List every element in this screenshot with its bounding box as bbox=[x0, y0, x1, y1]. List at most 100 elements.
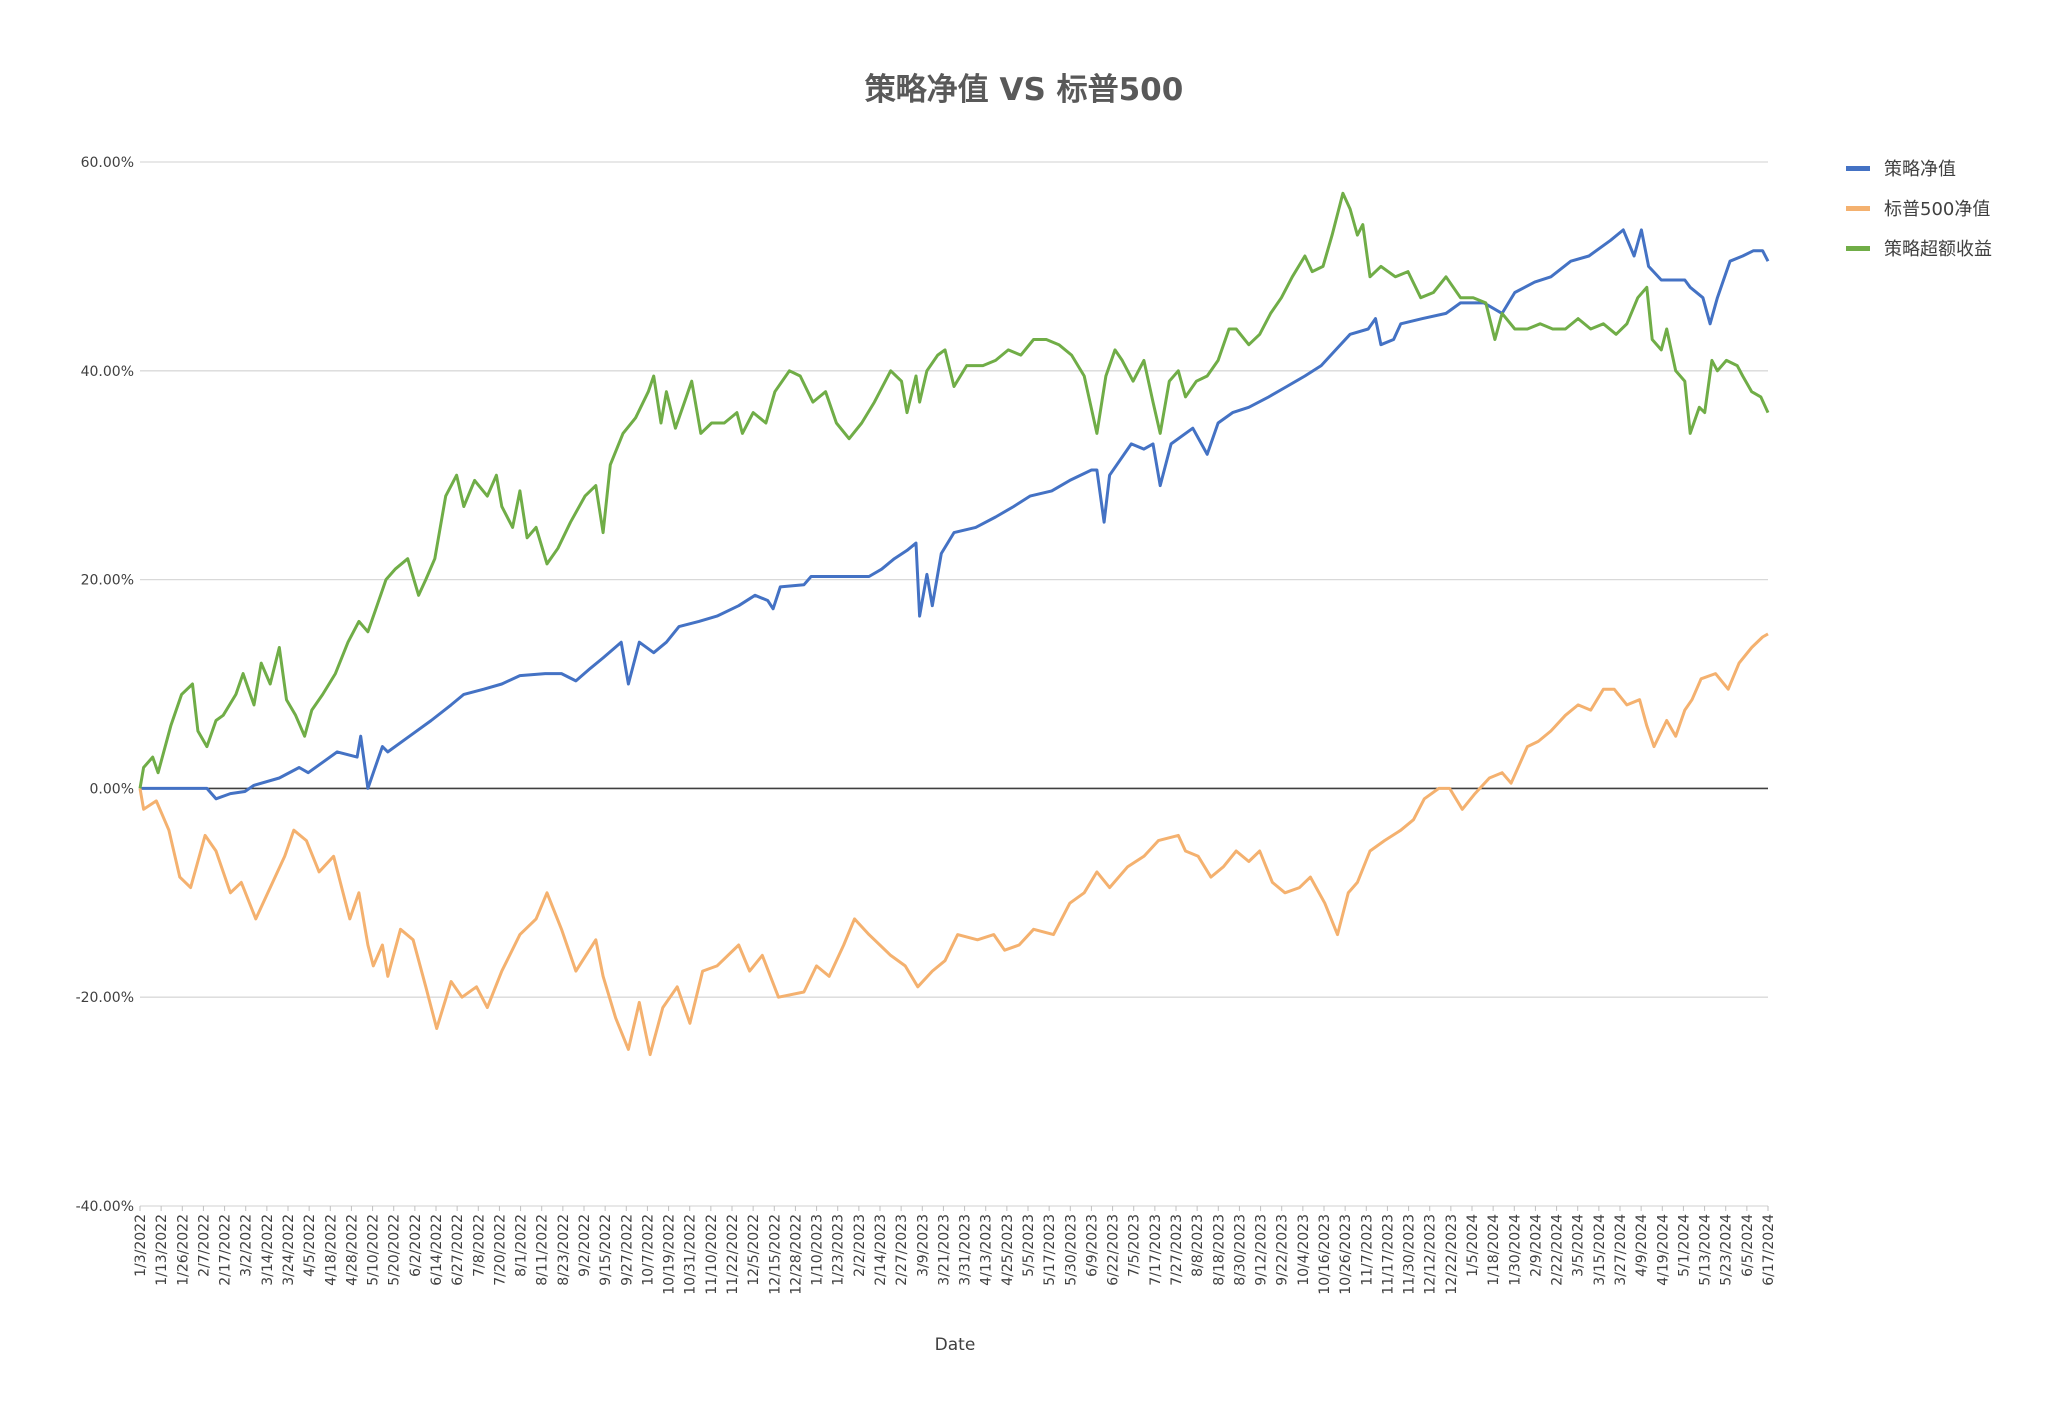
x-tick-label: 4/13/2023 bbox=[979, 1214, 995, 1286]
legend-item-excess: 策略超额收益 bbox=[1846, 228, 1992, 268]
x-tick-label: 3/14/2022 bbox=[260, 1214, 276, 1286]
y-tick-label: 0.00% bbox=[90, 781, 134, 797]
x-tick-label: 1/5/2024 bbox=[1465, 1214, 1481, 1277]
x-tick-label: 8/8/2023 bbox=[1190, 1214, 1206, 1277]
chart-title: 策略净值 VS 标普500 bbox=[864, 72, 1184, 108]
x-tick-label: 11/17/2023 bbox=[1380, 1214, 1396, 1295]
x-tick-label: 4/5/2022 bbox=[302, 1214, 318, 1277]
legend-item-sp500: 标普500净值 bbox=[1846, 188, 1992, 228]
x-tick-label: 5/5/2023 bbox=[1021, 1214, 1037, 1277]
x-tick-label: 10/19/2022 bbox=[662, 1214, 678, 1295]
x-tick-label: 8/30/2023 bbox=[1232, 1214, 1248, 1286]
x-tick-label: 2/9/2024 bbox=[1528, 1214, 1544, 1277]
x-tick-label: 9/12/2023 bbox=[1254, 1214, 1270, 1286]
x-tick-label: 5/10/2022 bbox=[366, 1214, 382, 1286]
x-tick-label: 11/10/2022 bbox=[704, 1214, 720, 1295]
x-tick-label: 5/30/2023 bbox=[1063, 1214, 1079, 1286]
x-tick-label: 6/5/2024 bbox=[1740, 1214, 1756, 1277]
x-tick-label: 5/13/2024 bbox=[1698, 1214, 1714, 1286]
legend: 策略净值 标普500净值 策略超额收益 bbox=[1846, 148, 1992, 268]
x-tick-label: 5/20/2022 bbox=[387, 1214, 403, 1286]
x-axis-title: Date bbox=[935, 1335, 976, 1355]
series-line-excess-return bbox=[138, 191, 1770, 789]
x-tick-label: 8/23/2022 bbox=[556, 1214, 572, 1286]
x-tick-label: 10/4/2023 bbox=[1296, 1214, 1312, 1286]
x-tick-label: 1/26/2022 bbox=[175, 1214, 191, 1286]
x-tick-label: 4/25/2023 bbox=[1000, 1214, 1016, 1286]
x-tick-label: 8/1/2022 bbox=[514, 1214, 530, 1277]
x-tick-label: 10/7/2022 bbox=[640, 1214, 656, 1286]
x-tick-label: 12/15/2022 bbox=[767, 1214, 783, 1295]
x-tick-label: 11/30/2023 bbox=[1402, 1214, 1418, 1295]
x-tick-label: 1/13/2022 bbox=[154, 1214, 170, 1286]
x-tick-label: 3/5/2024 bbox=[1571, 1214, 1587, 1277]
x-tick-label: 6/17/2024 bbox=[1761, 1214, 1777, 1286]
x-tick-label: 1/10/2023 bbox=[810, 1214, 826, 1286]
x-tick-label: 8/11/2022 bbox=[535, 1214, 551, 1286]
legend-swatch-strategy bbox=[1846, 165, 1870, 171]
x-tick-label: 3/31/2023 bbox=[958, 1214, 974, 1286]
x-tick-label: 9/27/2022 bbox=[619, 1214, 635, 1286]
x-tick-label: 1/3/2022 bbox=[133, 1214, 149, 1277]
x-tick-label: 5/1/2024 bbox=[1676, 1214, 1692, 1277]
x-tick-label: 11/7/2023 bbox=[1359, 1214, 1375, 1286]
x-tick-label: 6/9/2023 bbox=[1084, 1214, 1100, 1277]
x-tick-label: 8/18/2023 bbox=[1211, 1214, 1227, 1286]
x-tick-label: 7/27/2023 bbox=[1169, 1214, 1185, 1286]
x-tick-label: 3/15/2024 bbox=[1592, 1214, 1608, 1286]
x-tick-label: 6/22/2023 bbox=[1106, 1214, 1122, 1286]
x-tick-label: 1/30/2024 bbox=[1507, 1214, 1523, 1286]
x-tick-label: 4/9/2024 bbox=[1634, 1214, 1650, 1277]
y-tick-label: -40.00% bbox=[76, 1199, 134, 1215]
x-tick-label: 2/2/2023 bbox=[852, 1214, 868, 1277]
x-tick-label: 1/23/2023 bbox=[831, 1214, 847, 1286]
legend-swatch-excess bbox=[1846, 245, 1870, 251]
x-tick-label: 9/2/2022 bbox=[577, 1214, 593, 1277]
x-tick-label: 11/22/2022 bbox=[725, 1214, 741, 1295]
y-tick-label: 60.00% bbox=[81, 155, 134, 171]
x-tick-label: 9/22/2023 bbox=[1275, 1214, 1291, 1286]
legend-item-strategy: 策略净值 bbox=[1846, 148, 1992, 188]
y-tick-label: 40.00% bbox=[81, 364, 134, 380]
x-tick-label: 10/26/2023 bbox=[1338, 1214, 1354, 1295]
x-tick-label: 10/16/2023 bbox=[1317, 1214, 1333, 1295]
x-tick-label: 2/17/2022 bbox=[218, 1214, 234, 1286]
x-tick-label: 4/18/2022 bbox=[323, 1214, 339, 1286]
x-tick-label: 3/9/2023 bbox=[915, 1214, 931, 1277]
x-axis-tick-labels: 1/3/2022 1/13/2022 1/26/2022 2/7/2022 2/17/2… bbox=[133, 1206, 1777, 1295]
x-tick-label: 4/28/2022 bbox=[344, 1214, 360, 1286]
y-tick-label: 20.00% bbox=[81, 573, 134, 589]
gridlines bbox=[140, 161, 1768, 1207]
x-tick-label: 6/2/2022 bbox=[408, 1214, 424, 1277]
x-tick-label: 12/28/2022 bbox=[788, 1214, 804, 1295]
y-tick-label: -20.00% bbox=[76, 990, 134, 1006]
x-tick-label: 3/2/2022 bbox=[239, 1214, 255, 1277]
x-tick-label: 7/20/2022 bbox=[492, 1214, 508, 1286]
series-lines bbox=[138, 191, 1770, 1057]
series-line-strategy-nav bbox=[140, 228, 1770, 801]
x-tick-label: 2/14/2023 bbox=[873, 1214, 889, 1286]
x-tick-label: 3/27/2024 bbox=[1613, 1214, 1629, 1286]
series-line-sp500-nav bbox=[138, 632, 1769, 1057]
x-tick-label: 7/17/2023 bbox=[1148, 1214, 1164, 1286]
x-tick-label: 3/24/2022 bbox=[281, 1214, 297, 1286]
x-tick-label: 12/22/2023 bbox=[1444, 1214, 1460, 1295]
x-tick-label: 7/8/2022 bbox=[471, 1214, 487, 1277]
x-tick-label: 3/21/2023 bbox=[936, 1214, 952, 1286]
x-tick-label: 5/23/2024 bbox=[1719, 1214, 1735, 1286]
x-tick-label: 2/27/2023 bbox=[894, 1214, 910, 1286]
x-tick-label: 2/7/2022 bbox=[196, 1214, 212, 1277]
x-tick-label: 4/19/2024 bbox=[1655, 1214, 1671, 1286]
x-tick-label: 12/5/2022 bbox=[746, 1214, 762, 1286]
x-tick-label: 9/15/2022 bbox=[598, 1214, 614, 1286]
y-axis-tick-labels: -40.00% -20.00% 0.00% 20.00% 40.00% 60.00% bbox=[76, 155, 134, 1215]
x-tick-label: 10/31/2022 bbox=[683, 1214, 699, 1295]
legend-label-sp500: 标普500净值 bbox=[1884, 199, 1991, 220]
legend-swatch-sp500 bbox=[1846, 205, 1870, 211]
x-tick-label: 6/27/2022 bbox=[450, 1214, 466, 1286]
x-tick-label: 6/14/2022 bbox=[429, 1214, 445, 1286]
x-tick-label: 1/18/2024 bbox=[1486, 1214, 1502, 1286]
x-tick-label: 12/12/2023 bbox=[1423, 1214, 1439, 1295]
x-tick-label: 5/17/2023 bbox=[1042, 1214, 1058, 1286]
x-tick-label: 7/5/2023 bbox=[1127, 1214, 1143, 1277]
